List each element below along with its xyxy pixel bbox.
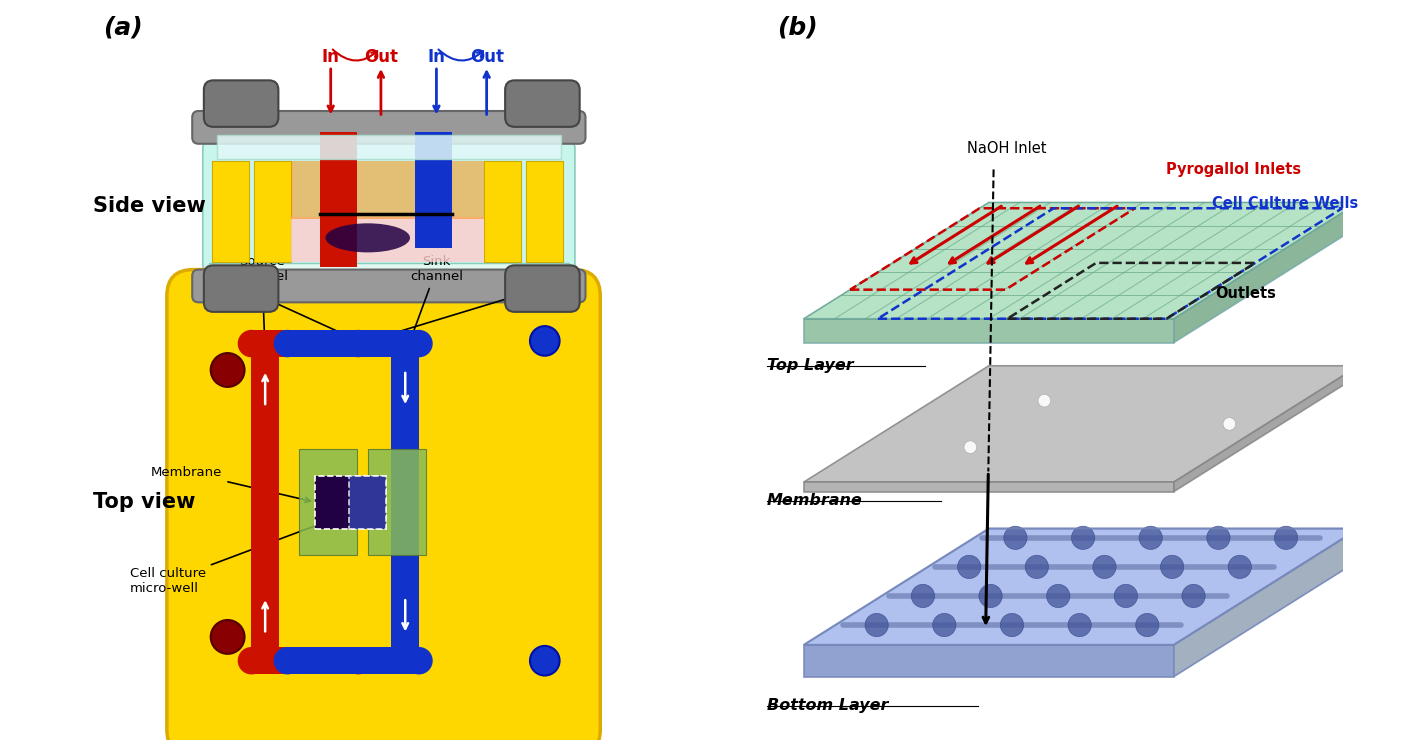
Text: (a): (a) (104, 16, 144, 40)
Polygon shape (803, 319, 1173, 343)
Text: Pyrogallol Inlets: Pyrogallol Inlets (1166, 162, 1301, 178)
Circle shape (978, 585, 1003, 608)
Circle shape (237, 330, 264, 357)
Ellipse shape (326, 223, 410, 252)
Circle shape (210, 353, 245, 387)
Circle shape (273, 330, 301, 357)
Text: Top view: Top view (92, 492, 195, 512)
Text: (b): (b) (778, 16, 818, 40)
Polygon shape (803, 528, 1359, 645)
Text: Cell Culture Wells: Cell Culture Wells (1212, 196, 1358, 211)
Circle shape (344, 647, 373, 674)
Text: Out: Out (469, 48, 503, 66)
FancyBboxPatch shape (203, 141, 574, 271)
Bar (314, 476, 387, 528)
Circle shape (1223, 417, 1236, 430)
Circle shape (1025, 555, 1048, 579)
Circle shape (1229, 555, 1251, 579)
Circle shape (964, 441, 977, 454)
FancyBboxPatch shape (505, 81, 580, 127)
Bar (292, 217, 483, 262)
Circle shape (1000, 613, 1024, 636)
Polygon shape (1173, 528, 1359, 676)
Circle shape (273, 647, 301, 674)
Bar (483, 161, 520, 262)
Text: Cell culture
micro-well: Cell culture micro-well (129, 519, 331, 595)
Circle shape (1136, 613, 1159, 636)
Circle shape (530, 646, 560, 676)
Circle shape (1071, 526, 1095, 549)
Text: Sink
channel: Sink channel (407, 255, 464, 350)
FancyBboxPatch shape (505, 266, 580, 312)
FancyBboxPatch shape (203, 266, 279, 312)
Circle shape (344, 330, 373, 357)
Bar (320, 132, 357, 267)
Circle shape (1115, 585, 1138, 608)
Circle shape (1139, 526, 1162, 549)
Bar (252, 330, 358, 357)
Circle shape (1182, 585, 1206, 608)
Circle shape (1207, 526, 1230, 549)
FancyBboxPatch shape (166, 269, 600, 740)
Bar (287, 330, 391, 357)
Polygon shape (1173, 366, 1359, 491)
Text: Side view: Side view (92, 196, 206, 216)
Text: In: In (428, 48, 445, 66)
Polygon shape (803, 482, 1173, 491)
Circle shape (957, 555, 981, 579)
Circle shape (1094, 555, 1116, 579)
Text: Source
channel: Source channel (236, 255, 289, 349)
Bar (287, 647, 391, 674)
Polygon shape (803, 645, 1173, 676)
Polygon shape (1173, 203, 1359, 343)
Text: In: In (321, 48, 340, 66)
Text: Membrane: Membrane (766, 493, 863, 508)
Bar (218, 135, 560, 158)
Bar (350, 476, 387, 528)
Text: Outlets: Outlets (1214, 286, 1276, 300)
Text: Top Layer: Top Layer (766, 358, 853, 374)
FancyBboxPatch shape (203, 81, 279, 127)
Polygon shape (803, 366, 1359, 482)
FancyBboxPatch shape (192, 269, 586, 303)
Circle shape (933, 613, 956, 636)
Bar (415, 132, 452, 249)
Bar (391, 330, 419, 674)
Circle shape (1038, 394, 1051, 407)
Circle shape (912, 585, 934, 608)
Bar (212, 161, 249, 262)
Bar (209, 263, 569, 276)
Circle shape (1047, 585, 1069, 608)
Bar (255, 161, 292, 262)
Bar (526, 161, 563, 262)
Circle shape (1160, 555, 1183, 579)
Bar (252, 647, 358, 674)
Circle shape (1068, 613, 1091, 636)
Polygon shape (803, 203, 1359, 319)
Circle shape (865, 613, 889, 636)
Circle shape (405, 330, 432, 357)
Text: NaOH Inlet: NaOH Inlet (967, 141, 1047, 156)
Circle shape (1004, 526, 1027, 549)
Text: Out: Out (364, 48, 398, 66)
Bar (368, 449, 425, 555)
Circle shape (237, 647, 264, 674)
Circle shape (1274, 526, 1298, 549)
Circle shape (405, 647, 432, 674)
Text: Membrane: Membrane (151, 465, 310, 502)
Text: Magnets: Magnets (338, 333, 397, 347)
Bar (292, 161, 483, 219)
Bar (299, 449, 357, 555)
Circle shape (530, 326, 560, 356)
Text: Bottom Layer: Bottom Layer (766, 698, 889, 713)
Circle shape (210, 620, 245, 654)
Bar (252, 330, 279, 674)
FancyBboxPatch shape (192, 111, 586, 144)
